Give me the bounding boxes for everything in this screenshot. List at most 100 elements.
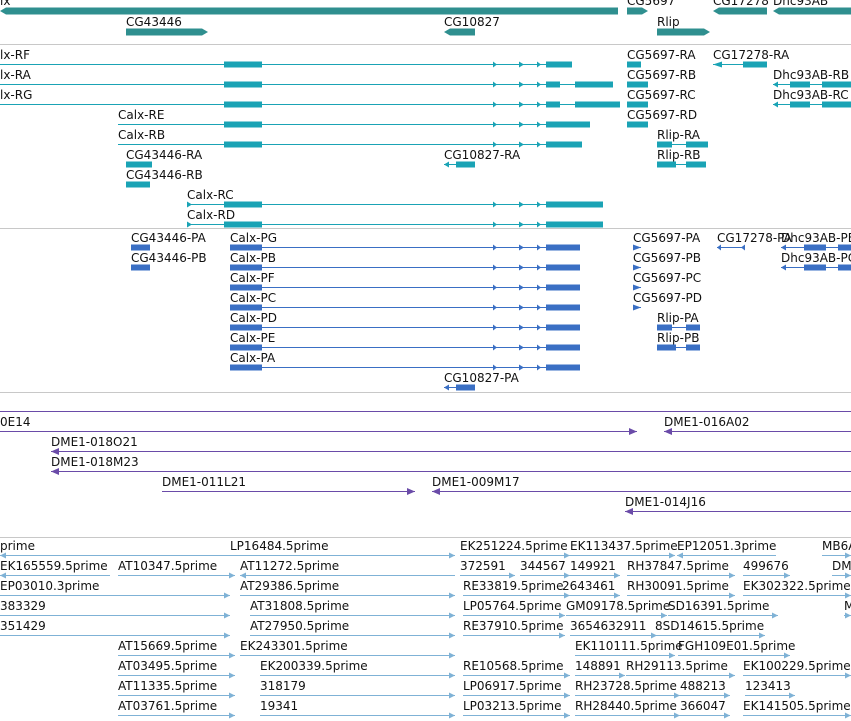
feature-ests[interactable]: RH28440.5prime <box>575 699 680 719</box>
feature-bac-clones[interactable]: DME1-018M23 <box>51 455 851 475</box>
exon-block[interactable] <box>230 344 262 351</box>
gene-bar[interactable] <box>657 28 710 36</box>
feature-ests[interactable]: prime <box>0 539 230 559</box>
exon-arrow[interactable] <box>187 221 192 228</box>
feature-ests[interactable]: FGH109E01.5prime <box>678 639 795 659</box>
exon-arrow[interactable] <box>713 61 722 68</box>
exon-arrow[interactable] <box>519 61 524 68</box>
exon-block[interactable] <box>657 141 672 148</box>
exon-arrow[interactable] <box>493 201 497 208</box>
exon-block[interactable] <box>627 121 648 128</box>
feature-transcripts[interactable]: Calx-RE <box>118 108 590 128</box>
exon-arrow[interactable] <box>773 101 778 108</box>
feature-ests[interactable]: EP12051.3prime <box>677 539 776 559</box>
gene-bar[interactable] <box>773 7 851 15</box>
exon-arrow[interactable] <box>633 284 641 291</box>
exon-block[interactable] <box>686 324 700 331</box>
exon-block[interactable] <box>546 244 580 251</box>
exon-block[interactable] <box>546 201 603 208</box>
exon-arrow[interactable] <box>537 284 541 291</box>
exon-block[interactable] <box>838 264 851 271</box>
exon-arrow[interactable] <box>537 244 541 251</box>
feature-ests[interactable]: SD16391.5prime <box>668 599 778 619</box>
exon-arrow[interactable] <box>633 244 641 251</box>
exon-arrow[interactable] <box>519 304 524 311</box>
feature-ests[interactable]: EK113437.5prime <box>570 539 678 559</box>
exon-arrow[interactable] <box>444 161 449 168</box>
feature-ests[interactable]: RE33819.5prime <box>463 579 570 599</box>
exon-arrow[interactable] <box>537 304 541 311</box>
feature-ests[interactable]: RE10568.5prime <box>463 659 570 679</box>
feature-ests[interactable]: M <box>844 599 851 619</box>
feature-ests[interactable]: LP06917.5prime <box>463 679 570 699</box>
feature-bac-clones[interactable]: DME1-018O21 <box>51 435 851 455</box>
exon-arrow[interactable] <box>537 201 541 208</box>
exon-block[interactable] <box>230 304 262 311</box>
exon-block[interactable] <box>657 324 672 331</box>
exon-block[interactable] <box>131 264 150 271</box>
exon-arrow[interactable] <box>519 284 524 291</box>
exon-block[interactable] <box>546 141 582 148</box>
exon-block[interactable] <box>224 141 262 148</box>
feature-bac-clones[interactable]: DME1-009M17 <box>432 475 851 495</box>
exon-arrow[interactable] <box>519 141 524 148</box>
feature-ests[interactable]: GM09178.5prime <box>566 599 670 619</box>
exon-arrow[interactable] <box>493 364 497 371</box>
exon-arrow[interactable] <box>781 244 786 251</box>
feature-ests[interactable]: AT10347.5prime <box>118 559 235 579</box>
feature-ests[interactable]: RH23728.5prime <box>575 679 680 699</box>
feature-ests[interactable]: EK251224.5prime <box>460 539 570 559</box>
exon-block[interactable] <box>546 121 590 128</box>
feature-proteins[interactable]: CG10827-PA <box>444 371 520 391</box>
exon-block[interactable] <box>686 141 708 148</box>
exon-block[interactable] <box>546 221 603 228</box>
feature-transcripts[interactable]: Dhc93AB-RB <box>773 68 851 88</box>
feature-ests[interactable]: AT11272.5prime <box>240 559 455 579</box>
feature-ests[interactable]: 499676 <box>743 559 790 579</box>
exon-block[interactable] <box>224 121 262 128</box>
feature-proteins[interactable]: CG5697-PD <box>633 291 702 311</box>
exon-arrow[interactable] <box>519 101 524 108</box>
exon-block[interactable] <box>224 101 262 108</box>
feature-transcripts[interactable]: CG43446-RA <box>126 148 203 168</box>
feature-ests[interactable]: 351429 <box>0 619 230 639</box>
feature-ests[interactable]: AT15669.5prime <box>118 639 235 659</box>
feature-ests[interactable]: EK200339.5prime <box>260 659 455 679</box>
gene-bar[interactable] <box>444 28 475 36</box>
exon-block[interactable] <box>627 81 648 88</box>
gene-bar[interactable] <box>627 7 648 15</box>
exon-arrow[interactable] <box>633 264 641 271</box>
feature-genes[interactable]: CG5697 <box>627 0 675 15</box>
exon-block[interactable] <box>230 324 262 331</box>
exon-arrow[interactable] <box>493 221 497 228</box>
feature-transcripts[interactable]: CG5697-RC <box>627 88 696 108</box>
feature-transcripts[interactable]: Calx-RC <box>187 188 603 208</box>
feature-ests[interactable]: LP03213.5prime <box>463 699 570 719</box>
feature-proteins[interactable]: CG17278-PA <box>717 231 793 251</box>
feature-genes[interactable]: CG10827 <box>444 15 500 36</box>
feature-proteins[interactable]: Calx-PG <box>230 231 580 251</box>
exon-block[interactable] <box>546 81 560 88</box>
exon-arrow[interactable] <box>519 344 524 351</box>
feature-ests[interactable]: AT11335.5prime <box>118 679 235 699</box>
exon-block[interactable] <box>230 244 262 251</box>
feature-transcripts[interactable]: CG17278-RA <box>713 48 790 68</box>
feature-ests[interactable]: LP16484.5prime <box>230 539 455 559</box>
feature-transcripts[interactable]: Rlip-RA <box>657 128 708 148</box>
feature-proteins[interactable]: CG43446-PA <box>131 231 207 251</box>
exon-block[interactable] <box>126 181 150 188</box>
exon-arrow[interactable] <box>781 264 786 271</box>
feature-bac-clones[interactable]: DME1-014J16 <box>625 495 851 515</box>
feature-proteins[interactable]: Calx-PE <box>230 331 580 351</box>
feature-transcripts[interactable]: Calx-RB <box>118 128 582 148</box>
exon-block[interactable] <box>627 61 641 68</box>
exon-block[interactable] <box>686 161 706 168</box>
gene-bar[interactable] <box>0 7 618 15</box>
exon-arrow[interactable] <box>537 264 541 271</box>
exon-block[interactable] <box>657 344 676 351</box>
exon-block[interactable] <box>743 61 767 68</box>
feature-ests[interactable]: 2643461 <box>562 579 620 599</box>
feature-ests[interactable]: AT31808.5prime <box>250 599 455 619</box>
exon-arrow[interactable] <box>519 221 524 228</box>
feature-transcripts[interactable]: Rlip-RB <box>657 148 706 168</box>
